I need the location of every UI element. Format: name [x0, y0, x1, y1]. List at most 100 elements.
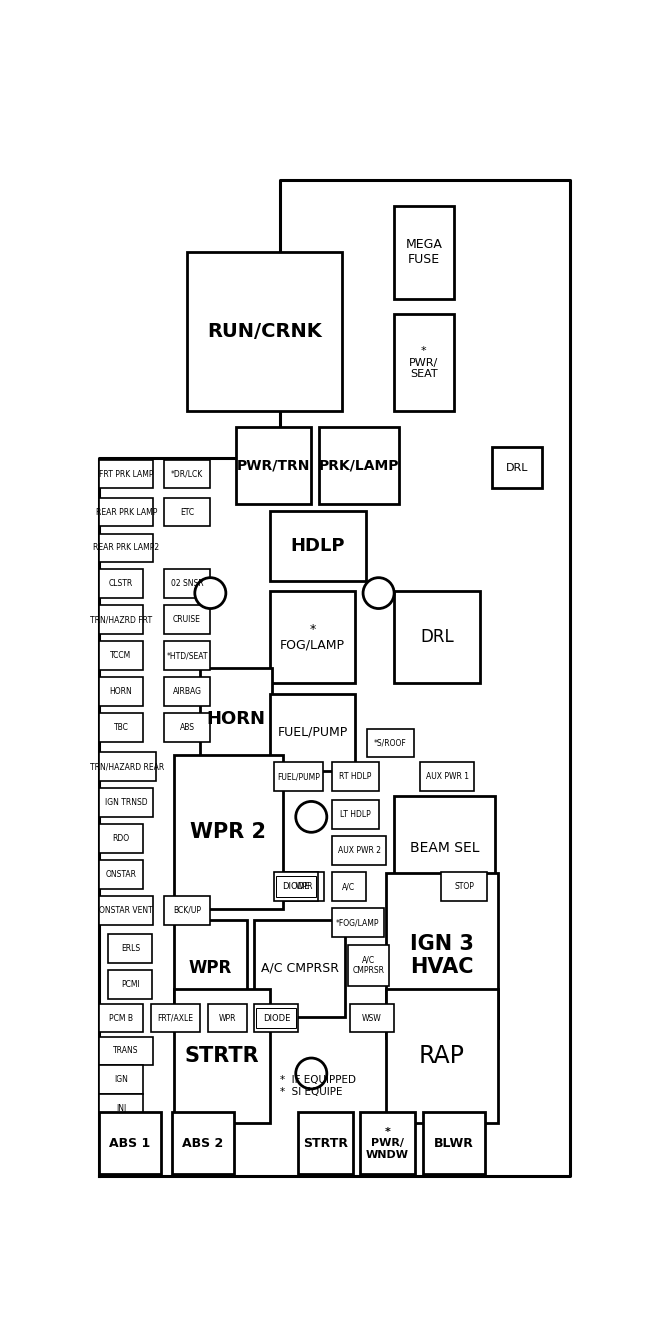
- Bar: [208, 1004, 246, 1032]
- Text: HDLP: HDLP: [291, 537, 345, 555]
- Bar: [164, 605, 210, 635]
- Text: WPR: WPR: [189, 960, 232, 977]
- Bar: [99, 752, 156, 781]
- Text: DIODE: DIODE: [263, 1013, 290, 1022]
- Text: WPR 2: WPR 2: [190, 822, 267, 842]
- Bar: [174, 920, 246, 1017]
- Text: *S/ROOF: *S/ROOF: [374, 738, 407, 748]
- Text: CLSTR: CLSTR: [109, 580, 133, 588]
- Bar: [332, 872, 365, 901]
- Bar: [99, 605, 143, 635]
- Bar: [270, 591, 355, 684]
- Bar: [99, 497, 154, 527]
- Text: IGN: IGN: [114, 1076, 128, 1084]
- Text: HORN: HORN: [110, 686, 132, 696]
- Text: ERLS: ERLS: [121, 944, 140, 953]
- Bar: [319, 427, 399, 504]
- Bar: [423, 1113, 485, 1174]
- Text: BCK/UP: BCK/UP: [173, 905, 201, 914]
- Bar: [164, 460, 210, 488]
- Bar: [255, 1004, 299, 1032]
- Text: CRUISE: CRUISE: [173, 616, 201, 624]
- Bar: [492, 448, 542, 488]
- Text: FRT PRK LAMP: FRT PRK LAMP: [99, 469, 154, 479]
- Text: WPR: WPR: [218, 1013, 236, 1022]
- Bar: [274, 762, 323, 792]
- Text: TRN/HAZRD FRT: TRN/HAZRD FRT: [90, 616, 152, 624]
- Bar: [255, 920, 345, 1017]
- Bar: [99, 533, 154, 563]
- Bar: [164, 569, 210, 599]
- Bar: [200, 668, 273, 770]
- Text: *FOG/LAMP: *FOG/LAMP: [336, 918, 379, 926]
- Bar: [151, 1004, 200, 1032]
- Text: *DR/LCK: *DR/LCK: [171, 469, 203, 479]
- Text: AUX PWR 2: AUX PWR 2: [338, 846, 381, 856]
- Bar: [332, 908, 383, 937]
- Text: BLWR: BLWR: [434, 1137, 474, 1150]
- Bar: [99, 1004, 143, 1032]
- Ellipse shape: [296, 1058, 327, 1089]
- Text: IGN 3
HVAC: IGN 3 HVAC: [410, 934, 474, 977]
- Text: RT HDLP: RT HDLP: [339, 772, 371, 781]
- Bar: [172, 1113, 234, 1174]
- Text: FRT/AXLE: FRT/AXLE: [158, 1013, 194, 1022]
- Text: 02 SNSR: 02 SNSR: [171, 580, 203, 588]
- Text: RDO: RDO: [112, 834, 130, 842]
- Bar: [332, 762, 379, 792]
- Text: PCM B: PCM B: [109, 1013, 133, 1022]
- Text: A/C: A/C: [342, 882, 355, 892]
- Text: STOP: STOP: [454, 882, 474, 892]
- Bar: [361, 1113, 415, 1174]
- Text: AIRBAG: AIRBAG: [172, 686, 202, 696]
- Bar: [274, 872, 318, 901]
- Bar: [276, 876, 316, 897]
- Ellipse shape: [363, 577, 394, 609]
- Bar: [99, 1094, 143, 1122]
- Text: HORN: HORN: [206, 710, 266, 728]
- Bar: [394, 315, 454, 412]
- Bar: [270, 693, 355, 770]
- Text: TRN/HAZARD REAR: TRN/HAZARD REAR: [90, 762, 164, 770]
- Bar: [236, 427, 311, 504]
- Bar: [99, 1113, 161, 1174]
- Text: STRTR: STRTR: [303, 1137, 348, 1150]
- Bar: [99, 824, 143, 853]
- Bar: [285, 872, 324, 901]
- Text: ABS: ABS: [180, 722, 194, 732]
- Bar: [174, 989, 270, 1122]
- Text: INJ: INJ: [116, 1104, 126, 1113]
- Bar: [270, 511, 365, 581]
- Text: ONSTAR VENT: ONSTAR VENT: [100, 905, 153, 914]
- Bar: [99, 569, 143, 599]
- Bar: [164, 896, 210, 925]
- Bar: [99, 641, 143, 670]
- Text: STRTR: STRTR: [184, 1046, 259, 1066]
- Text: *
FOG/LAMP: * FOG/LAMP: [280, 624, 345, 652]
- Bar: [164, 713, 210, 742]
- Text: ABS 1: ABS 1: [110, 1137, 151, 1150]
- Bar: [332, 800, 379, 829]
- Bar: [367, 729, 413, 757]
- Text: PRK/LAMP: PRK/LAMP: [319, 459, 399, 472]
- Text: TRANS: TRANS: [114, 1046, 139, 1056]
- Text: ETC: ETC: [180, 508, 194, 516]
- Ellipse shape: [195, 577, 226, 609]
- Bar: [164, 677, 210, 706]
- Text: *HTD/SEAT: *HTD/SEAT: [166, 652, 208, 660]
- Text: ONSTAR: ONSTAR: [106, 870, 136, 878]
- Text: LT HDLP: LT HDLP: [340, 810, 371, 820]
- Bar: [332, 836, 386, 865]
- Text: IGN TRNSD: IGN TRNSD: [105, 798, 148, 806]
- Bar: [347, 945, 389, 986]
- Text: PCMI: PCMI: [121, 980, 140, 989]
- Bar: [386, 989, 498, 1122]
- Bar: [174, 756, 283, 909]
- Bar: [99, 1065, 143, 1094]
- Bar: [420, 762, 474, 792]
- Bar: [394, 591, 480, 684]
- Bar: [99, 713, 143, 742]
- Text: WPR: WPR: [296, 882, 313, 892]
- Bar: [99, 677, 143, 706]
- Text: RAP: RAP: [419, 1044, 465, 1068]
